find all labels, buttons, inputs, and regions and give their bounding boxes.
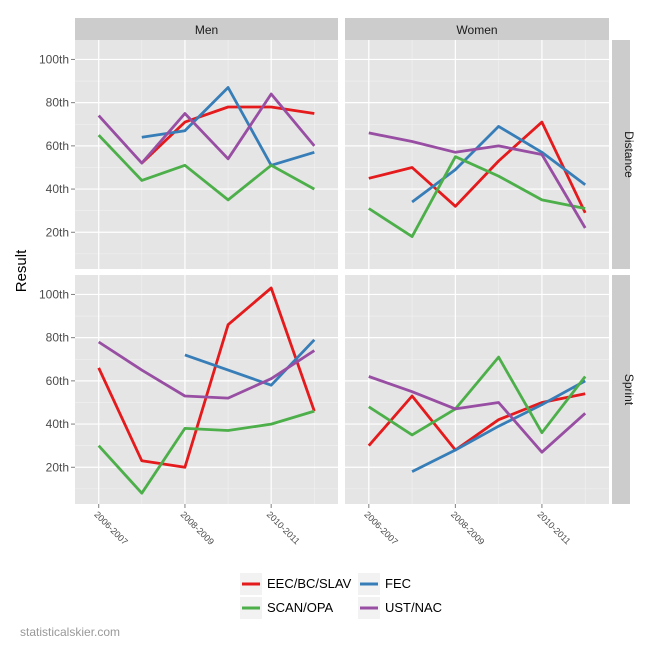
facet-strip-distance (612, 40, 630, 269)
panel-women-sprint (345, 275, 609, 504)
legend-item-fec: FEC (358, 573, 411, 595)
series-line-eec-bc-slav (368, 120, 587, 214)
legend-item-ust-nac: UST/NAC (358, 597, 442, 619)
y-tick-label: 100th (39, 52, 69, 66)
y-tick-label: 80th (46, 96, 69, 110)
x-tick-label: 2010-2011 (536, 509, 573, 546)
y-tick-label: 80th (46, 331, 69, 345)
panel-men-sprint (75, 275, 338, 504)
y-tick-label: 60th (46, 374, 69, 388)
x-tick-label: 2006-2007 (362, 509, 400, 547)
facet-strip-men (75, 18, 338, 40)
panel-background (75, 40, 338, 269)
x-tick-label: 2008-2009 (449, 509, 487, 547)
y-tick-label: 60th (46, 139, 69, 153)
series-line-ust-nac (368, 375, 587, 454)
y-tick-label: 20th (46, 225, 69, 239)
panel-background (345, 275, 609, 504)
facet-label-men: Men (195, 23, 218, 37)
series-line-scan-opa (368, 355, 587, 437)
y-axis-title: Result (13, 249, 30, 292)
x-tick-label: 2008-2009 (179, 509, 217, 547)
series-line-fec (184, 338, 316, 387)
y-tick-label: 40th (46, 182, 69, 196)
legend-label: FEC (385, 576, 411, 591)
legend-label: EEC/BC/SLAV (267, 576, 352, 591)
panels-layer (75, 40, 609, 504)
series-line-ust-nac (368, 131, 587, 229)
y-tick-label: 40th (46, 417, 69, 431)
series-line-fec (141, 86, 315, 167)
panel-background (345, 40, 609, 269)
panel-men-distance (75, 40, 338, 269)
series-line-fec (411, 379, 586, 473)
legend-label: SCAN/OPA (267, 600, 334, 615)
watermark: statisticalskier.com (20, 625, 120, 639)
legend-label: UST/NAC (385, 600, 442, 615)
series-line-ust-nac (97, 340, 316, 400)
panel-background (75, 275, 338, 504)
series-line-scan-opa (368, 155, 586, 238)
facet-label-sprint: Sprint (622, 374, 636, 406)
y-tick-label: 20th (46, 460, 69, 474)
legend-item-scan-opa: SCAN/OPA (240, 597, 334, 619)
facet-label-women: Women (456, 23, 497, 37)
series-line-scan-opa (97, 409, 315, 495)
x-tick-label: 2006-2007 (92, 509, 130, 547)
x-tick-label: 2010-2011 (265, 509, 302, 546)
legend-item-eec-bc-slav: EEC/BC/SLAV (240, 573, 352, 595)
facet-strip-sprint (612, 275, 630, 504)
series-line-scan-opa (97, 134, 315, 202)
facet-strip-women (345, 18, 609, 40)
y-tick-label: 100th (39, 287, 69, 301)
facet-label-distance: Distance (622, 131, 636, 178)
legend: EEC/BC/SLAV FEC SCAN/OPA UST/NAC (240, 573, 442, 619)
series-line-ust-nac (97, 92, 316, 165)
panel-women-distance (345, 40, 609, 269)
